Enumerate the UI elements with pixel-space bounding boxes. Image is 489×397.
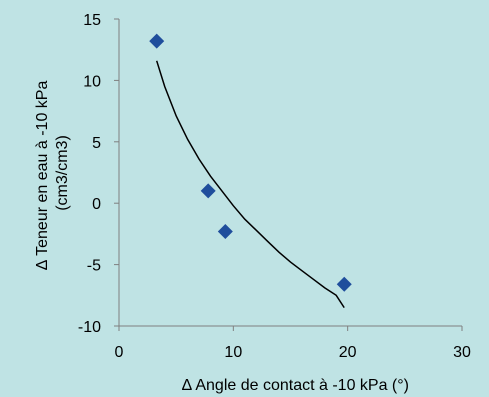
- y-tick-label: -10: [78, 319, 101, 336]
- data-points: [149, 33, 352, 292]
- tick-labels: 15 10 5 0 -5 -10 0 10 20 30: [78, 12, 471, 361]
- trendline-group: [155, 60, 345, 309]
- y-tick-label: 5: [92, 135, 101, 152]
- x-tick-label: 10: [224, 344, 242, 361]
- y-axis-title-line-2: (cm3/cm3): [54, 135, 71, 211]
- x-tick-label: 0: [115, 344, 124, 361]
- data-point: [149, 33, 165, 49]
- x-axis-title: ∆ Angle de contact à -10 kPa (°): [182, 377, 409, 394]
- x-tick-label: 20: [339, 344, 357, 361]
- y-axis-title: ∆ Teneur en eau à -10 kPa (cm3/cm3): [34, 76, 71, 270]
- axes: [114, 18, 463, 331]
- trendline: [155, 60, 345, 309]
- x-tick-label: 30: [453, 344, 471, 361]
- data-point: [217, 223, 233, 239]
- data-point: [336, 276, 352, 292]
- y-tick-label: -5: [87, 258, 101, 275]
- y-tick-label: 10: [83, 73, 101, 90]
- data-point: [200, 183, 216, 199]
- y-tick-label: 15: [83, 12, 101, 29]
- y-axis-title-line-1: ∆ Teneur en eau à -10 kPa: [34, 81, 51, 270]
- y-tick-label: 0: [92, 196, 101, 213]
